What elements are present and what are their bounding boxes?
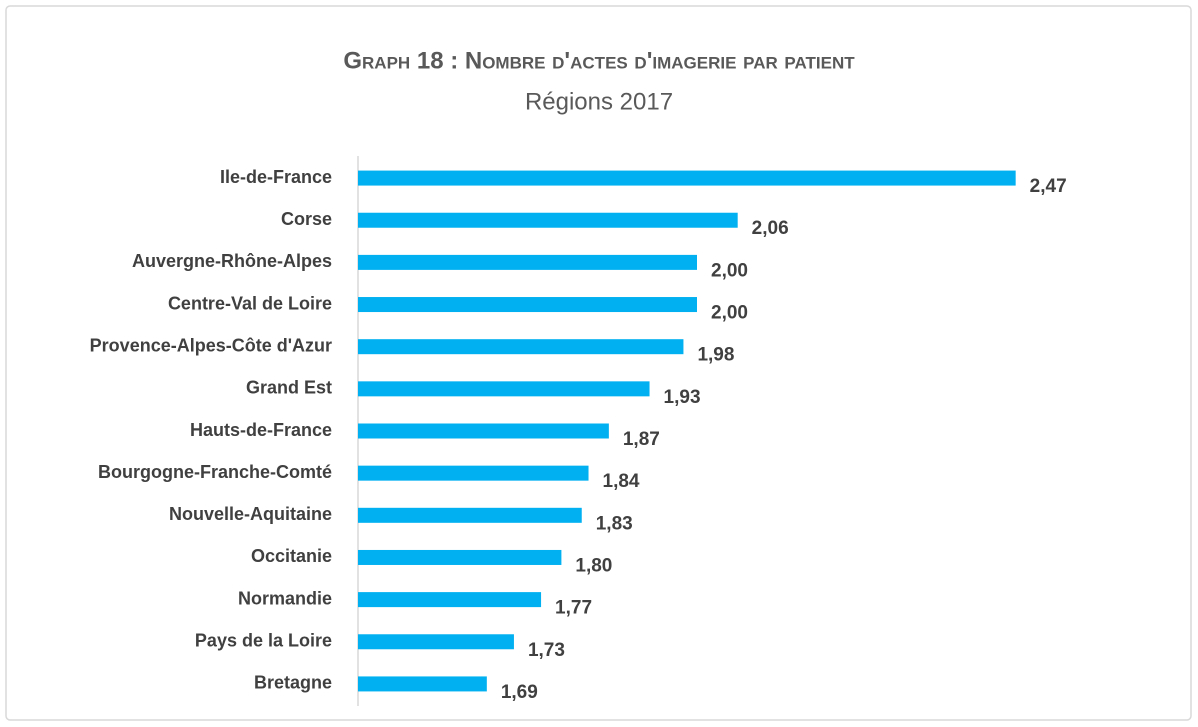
category-label: Bretagne (254, 673, 332, 693)
category-label: Corse (281, 209, 332, 229)
bar (358, 423, 609, 439)
category-label: Pays de la Loire (195, 631, 332, 651)
value-label: 1,93 (664, 387, 701, 408)
value-label: 2,00 (711, 303, 748, 324)
chart-title: Graph 18 : Nombre d'actes d'imagerie par… (343, 47, 855, 74)
value-label: 1,98 (697, 345, 734, 366)
value-label: 2,47 (1030, 176, 1067, 197)
bar (358, 254, 697, 270)
bar (358, 676, 487, 692)
category-label: Ile-de-France (220, 167, 332, 187)
value-label: 2,00 (711, 260, 748, 281)
value-label: 1,73 (528, 640, 565, 661)
bar (358, 549, 562, 565)
bar (358, 297, 697, 313)
chart-subtitle: Régions 2017 (525, 88, 673, 115)
category-label: Normandie (238, 588, 332, 608)
bar (358, 170, 1016, 186)
category-label: Grand Est (246, 378, 332, 398)
value-label: 2,06 (752, 218, 789, 239)
bar (358, 339, 684, 355)
category-label: Bourgogne-Franche-Comté (98, 462, 332, 482)
value-label: 1,83 (596, 513, 633, 534)
bar (358, 507, 582, 523)
category-label: Auvergne-Rhône-Alpes (132, 251, 332, 271)
value-label: 1,80 (575, 555, 612, 576)
bar (358, 465, 589, 481)
value-label: 1,84 (603, 471, 640, 492)
category-label: Nouvelle-Aquitaine (169, 504, 332, 524)
bar (358, 592, 542, 608)
value-label: 1,69 (501, 682, 538, 703)
category-label: Occitanie (251, 546, 332, 566)
value-label: 1,87 (623, 429, 660, 450)
category-label: Provence-Alpes-Côte d'Azur (90, 335, 332, 355)
category-label: Hauts-de-France (190, 420, 332, 440)
value-label: 1,77 (555, 598, 592, 619)
bar (358, 381, 650, 397)
category-label: Centre-Val de Loire (168, 293, 332, 313)
bar (358, 212, 738, 228)
bar (358, 634, 514, 650)
